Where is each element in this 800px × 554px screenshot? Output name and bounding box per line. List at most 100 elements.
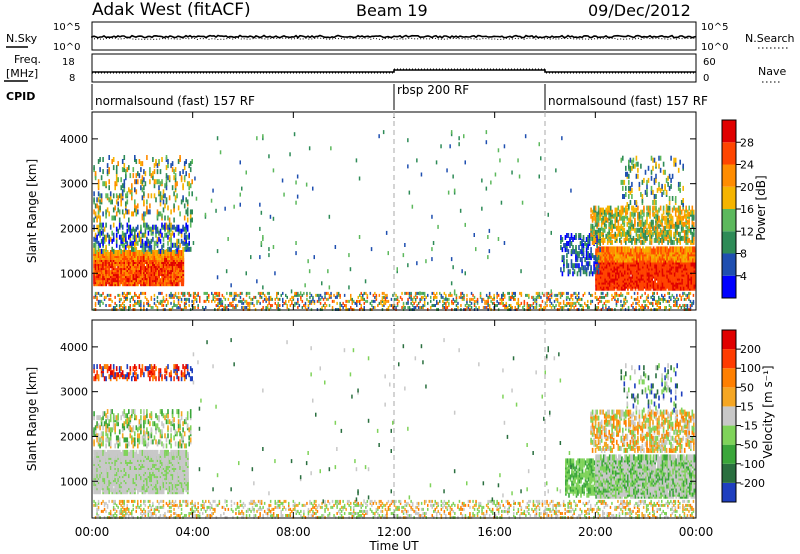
power-cell — [189, 246, 192, 252]
power-cell — [276, 304, 278, 307]
power-cell — [629, 165, 632, 171]
power-cell — [100, 175, 103, 181]
power-cell — [599, 280, 602, 287]
power-cell — [183, 304, 186, 307]
power-cell — [661, 246, 664, 253]
power-cell — [590, 207, 592, 213]
power-cell — [565, 301, 568, 305]
power-cell — [132, 211, 135, 217]
power-cell — [182, 224, 184, 230]
power-cell — [633, 291, 636, 295]
power-cell — [496, 295, 498, 299]
power-cell — [599, 227, 601, 233]
power-cell — [220, 299, 222, 303]
power-cell — [691, 235, 694, 241]
power-cell — [393, 297, 396, 301]
power-cell — [159, 232, 162, 238]
power-cell — [155, 197, 157, 203]
power-cell — [115, 199, 118, 205]
power-cell — [614, 293, 616, 297]
power-cell — [618, 293, 621, 297]
power-cell — [507, 306, 509, 309]
power-cell — [648, 246, 650, 253]
power-cell — [640, 274, 643, 281]
power-cell — [407, 299, 409, 303]
power-cell — [152, 224, 154, 230]
power-cell — [340, 304, 343, 307]
power-cell — [387, 299, 390, 303]
power-cell — [316, 299, 319, 303]
nsky-tick-top: 10^5 — [53, 22, 80, 33]
power-cell — [608, 221, 610, 227]
power-cell — [511, 295, 513, 299]
power-cell — [381, 295, 384, 299]
power-cell — [496, 291, 498, 295]
power-cell — [259, 255, 261, 260]
power-cell — [179, 304, 181, 307]
power-cell — [615, 291, 618, 295]
power-cell — [526, 304, 529, 307]
power-cell — [105, 234, 107, 240]
power-cell — [617, 211, 620, 217]
power-cell — [569, 237, 571, 242]
power-cell — [108, 155, 110, 160]
power-cell — [581, 239, 583, 244]
power-cell — [437, 224, 439, 229]
power-cell — [115, 193, 118, 199]
power-cell — [683, 221, 686, 227]
power-cell — [111, 215, 113, 221]
power-cell — [626, 207, 629, 213]
power-cell — [128, 224, 130, 230]
power-cell — [458, 142, 460, 147]
power-cell — [102, 181, 104, 187]
power-cell — [550, 230, 552, 235]
power-cell — [125, 169, 127, 175]
power-cell — [149, 167, 151, 173]
power-cell — [128, 250, 130, 256]
power-cell — [407, 297, 409, 301]
power-cell — [640, 209, 642, 215]
power-cell — [517, 306, 520, 309]
power-cell — [679, 209, 681, 215]
power-cell — [606, 291, 609, 295]
power-cell — [155, 224, 157, 230]
power-cell — [482, 306, 485, 309]
power-cell — [241, 299, 243, 303]
power-cell — [359, 293, 361, 297]
power-cell — [662, 189, 665, 195]
power-cell — [570, 304, 572, 307]
power-cell — [274, 301, 276, 305]
power-cell — [663, 260, 666, 267]
power-cell — [647, 295, 649, 299]
power-cell — [150, 173, 153, 179]
power-cell — [398, 299, 400, 303]
power-cell — [114, 306, 116, 309]
power-cell — [168, 195, 171, 201]
power-cell — [587, 261, 589, 267]
power-cell — [463, 293, 465, 297]
power-cell — [609, 223, 612, 229]
power-cell — [188, 293, 190, 297]
power-cell — [692, 256, 694, 263]
power-cell — [108, 268, 111, 275]
power-cell — [188, 297, 190, 301]
power-cell — [502, 297, 504, 301]
power-cell — [653, 157, 656, 163]
power-cell — [276, 295, 278, 299]
power-cell — [239, 291, 242, 295]
power-cell — [679, 284, 682, 291]
power-cell — [149, 171, 151, 177]
power-cell — [599, 295, 601, 299]
power-cell — [613, 260, 616, 267]
power-cell — [445, 301, 447, 305]
power-cell — [443, 301, 446, 305]
power-cell — [523, 301, 526, 305]
power-cell — [575, 253, 577, 259]
power-cell — [143, 199, 145, 205]
power-cell — [183, 165, 186, 171]
power-cell — [171, 272, 174, 279]
power-cell — [655, 200, 657, 205]
power-cell — [534, 299, 536, 303]
power-cell — [622, 274, 625, 281]
power-cell — [608, 299, 610, 303]
